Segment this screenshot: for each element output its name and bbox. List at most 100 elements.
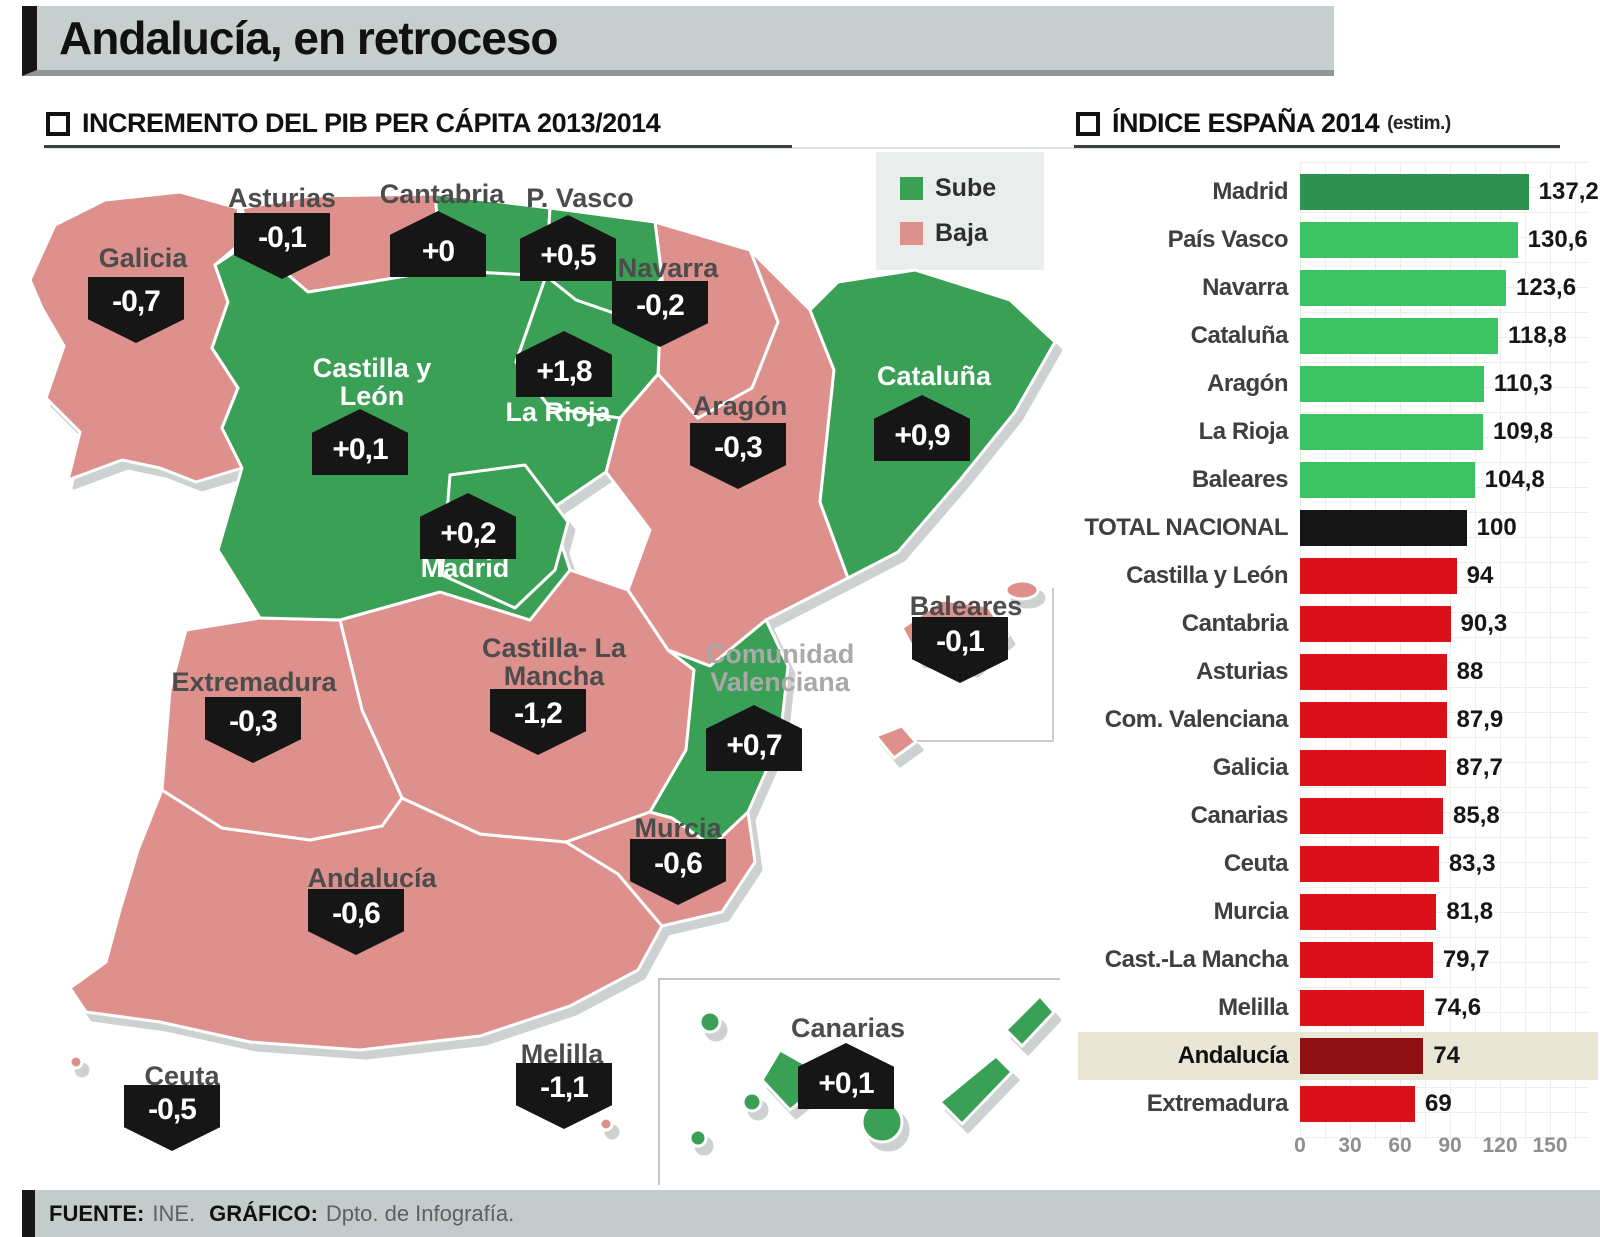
chart-bar-value: 87,7 <box>1456 754 1503 781</box>
chart-row: Andalucía 74 <box>1078 1032 1598 1080</box>
chart-row: País Vasco 130,6 <box>1078 216 1598 264</box>
map-label-asturias: Asturias <box>227 182 337 213</box>
chart-row-label: Cataluña <box>1190 322 1289 349</box>
chart-row-label: Aragón <box>1207 370 1289 397</box>
map-label-la-rioja: La Rioja <box>505 396 611 427</box>
chart-bar-value: 118,8 <box>1508 322 1567 349</box>
legend-item-baja: Baja <box>900 219 1044 248</box>
map-region-canarias-el-hierro <box>688 1128 708 1148</box>
chart-bar-value: 104,8 <box>1484 466 1545 493</box>
map-section-title: INCREMENTO DEL PIB PER CÁPITA 2013/2014 <box>82 108 661 138</box>
chart-row: Canarias 85,8 <box>1078 792 1598 840</box>
chart-row-label: Madrid <box>1212 178 1288 205</box>
chart-section-note: (estim.) <box>1387 112 1451 134</box>
map-region-canarias-la-palma <box>698 1010 722 1034</box>
map-label-extremadura: Extremadura <box>171 666 337 697</box>
axis-tick: 150 <box>1532 1134 1568 1157</box>
chart-row-track: 94 <box>1300 558 1598 594</box>
header-rule <box>44 147 1560 149</box>
map-label-comunidad-valenciana: Comunidad Valenciana <box>705 638 855 697</box>
chart-row-label: Cast.-La Mancha <box>1104 946 1289 973</box>
map-legend: Sube Baja <box>876 152 1044 270</box>
chart-row: Castilla y León 94 <box>1078 552 1598 600</box>
chart-row-track: 100 <box>1300 510 1598 546</box>
chart-bar-value: 83,3 <box>1448 850 1496 877</box>
chart-row-label: Melilla <box>1218 994 1288 1021</box>
chart-bar-value: 94 <box>1466 562 1494 589</box>
chart-row-track: 83,3 <box>1300 846 1598 882</box>
map-label-murcia: Murcia <box>634 812 722 843</box>
map-region-canarias-la-gomera <box>741 1091 763 1113</box>
chart-row-track: 123,6 <box>1300 270 1598 306</box>
chart-row-track: 79,7 <box>1300 942 1598 978</box>
map-section-header: INCREMENTO DEL PIB PER CÁPITA 2013/2014 <box>46 108 661 139</box>
chart-bar-value: 74,6 <box>1434 994 1482 1021</box>
chart-bar <box>1300 750 1447 786</box>
chart-bar-value: 81,8 <box>1446 898 1494 925</box>
chart-bar <box>1300 558 1457 594</box>
map-label-castilla-la-mancha: Castilla- La Mancha <box>481 632 627 691</box>
baja-label: Baja <box>935 219 988 247</box>
chart-bar-value: 85,8 <box>1453 802 1500 829</box>
chart-row-track: 74,6 <box>1300 990 1598 1026</box>
map-label-andalucia: Andalucía <box>307 862 437 893</box>
chart-row-track: 74 <box>1300 1038 1598 1074</box>
chart-row: Com. Valenciana 87,9 <box>1078 696 1598 744</box>
chart-row-label: Murcia <box>1213 898 1289 925</box>
chart-row-label: País Vasco <box>1167 226 1289 253</box>
chart-bar <box>1300 1038 1424 1074</box>
chart-bar <box>1300 846 1439 882</box>
chart-bar <box>1300 990 1425 1026</box>
chart-row-label: Andalucía <box>1177 1042 1289 1069</box>
map-region-canarias-lanzarote <box>1004 994 1056 1048</box>
chart-row-track: 85,8 <box>1300 798 1598 834</box>
legend-item-sube: Sube <box>900 174 1044 203</box>
chart-row-label: Baleares <box>1191 466 1289 493</box>
title-band: Andalucía, en retroceso <box>22 6 1334 76</box>
chart-bar <box>1300 222 1518 258</box>
spain-map: Galicia Asturias Cantabria P. Vasco Nava… <box>10 150 1070 1190</box>
chart-row: Cataluña 118,8 <box>1078 312 1598 360</box>
map-label-cataluna: Cataluña <box>876 360 992 391</box>
chart-bar-value: 88 <box>1456 658 1484 685</box>
chart-row-track: 109,8 <box>1300 414 1598 450</box>
chart-row-track: 137,2 <box>1300 174 1599 210</box>
axis-tick: 120 <box>1482 1134 1518 1157</box>
chart-axis: 0 30 60 90 120 150 <box>1294 1134 1567 1164</box>
chart-bar <box>1300 270 1506 306</box>
chart-row-track: 130,6 <box>1300 222 1598 258</box>
chart-bar <box>1300 1086 1415 1122</box>
chart-row: Asturias 88 <box>1078 648 1598 696</box>
chart-bar <box>1300 510 1467 546</box>
chart-row-label: Com. Valenciana <box>1104 706 1289 733</box>
sube-swatch <box>900 177 923 200</box>
map-label-castilla-y-leon: Castilla y León <box>312 352 432 411</box>
chart-row: Galicia 87,7 <box>1078 744 1598 792</box>
map-label-galicia: Galicia <box>98 242 188 273</box>
chart-bar-value: 79,7 <box>1442 946 1490 973</box>
chart-row: TOTAL NACIONAL 100 <box>1078 504 1598 552</box>
chart-bar-value: 69 <box>1425 1090 1452 1117</box>
chart-bar <box>1300 414 1483 450</box>
chart-row-track: 69 <box>1300 1086 1598 1122</box>
map-region-melilla <box>598 1116 614 1132</box>
map-region-canarias-fuerteventura <box>938 1054 1014 1126</box>
baja-swatch <box>900 222 923 245</box>
axis-tick: 0 <box>1294 1134 1306 1157</box>
spain-map-svg <box>28 190 1057 1148</box>
map-region-baleares-menorca <box>1004 579 1040 601</box>
chart-row-label: Castilla y León <box>1126 562 1288 589</box>
chart-row: La Rioja 109,8 <box>1078 408 1598 456</box>
chart-row-track: 118,8 <box>1300 318 1598 354</box>
footer: FUENTE: INE. GRÁFICO: Dpto. de Infografí… <box>22 1190 1600 1237</box>
chart-row: Cast.-La Mancha 79,7 <box>1078 936 1598 984</box>
chart-rows: Madrid 137,2 País Vasco 130,6 Navarra 12… <box>1078 168 1599 1128</box>
chart-section-title: ÍNDICE ESPAÑA 2014 <box>1112 108 1380 138</box>
chart-bar-value: 109,8 <box>1493 418 1554 445</box>
map-region-baleares-ibiza <box>874 724 918 760</box>
chart-row-track: 87,7 <box>1300 750 1598 786</box>
chart-bar <box>1300 366 1484 402</box>
chart-row: Melilla 74,6 <box>1078 984 1598 1032</box>
chart-bar <box>1300 318 1498 354</box>
